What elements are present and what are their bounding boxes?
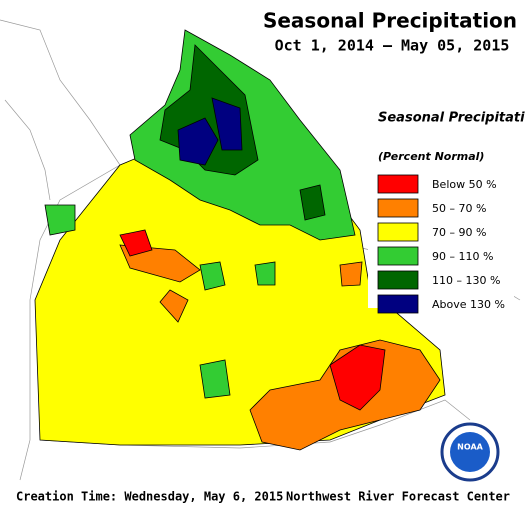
logo-disc	[450, 432, 490, 472]
subtitle: Oct 1, 2014 – May 05, 2015	[275, 37, 510, 55]
footer-left: Creation Time: Wednesday, May 6, 2015	[16, 490, 283, 504]
basin-region	[339, 261, 363, 287]
legend-title: Seasonal Precipitation	[378, 111, 525, 126]
legend-label: 110 – 130 %	[432, 274, 500, 287]
legend-label: Below 50 %	[432, 178, 497, 191]
title: Seasonal Precipitation	[263, 9, 517, 33]
basin-region	[254, 261, 276, 286]
legend: Seasonal Precipitation (Percent Normal) …	[368, 104, 525, 314]
basins	[34, 29, 446, 451]
basin-region	[177, 117, 219, 166]
legend-swatch	[377, 270, 419, 290]
basin-region	[199, 359, 231, 399]
basin-region	[299, 184, 326, 221]
legend-label: Above 130 %	[432, 298, 505, 311]
legend-swatch	[377, 174, 419, 194]
basin-region	[329, 344, 386, 411]
basin-region	[119, 229, 153, 257]
logo-text: NOAA	[457, 443, 483, 452]
footer-right: Northwest River Forecast Center	[286, 490, 510, 504]
legend-swatch	[377, 294, 419, 314]
legend-label: 50 – 70 %	[432, 202, 486, 215]
legend-subtitle: (Percent Normal)	[378, 150, 484, 163]
legend-label: 70 – 90 %	[432, 226, 486, 239]
legend-swatch	[377, 222, 419, 242]
basin-region	[119, 244, 201, 283]
basin-region	[211, 97, 243, 151]
legend-swatch	[377, 246, 419, 266]
legend-swatch	[377, 198, 419, 218]
basin-region	[199, 261, 226, 291]
noaa-logo: NOAA	[440, 422, 500, 482]
basin-region	[159, 289, 189, 323]
basin-region	[44, 204, 76, 236]
legend-label: 90 – 110 %	[432, 250, 493, 263]
